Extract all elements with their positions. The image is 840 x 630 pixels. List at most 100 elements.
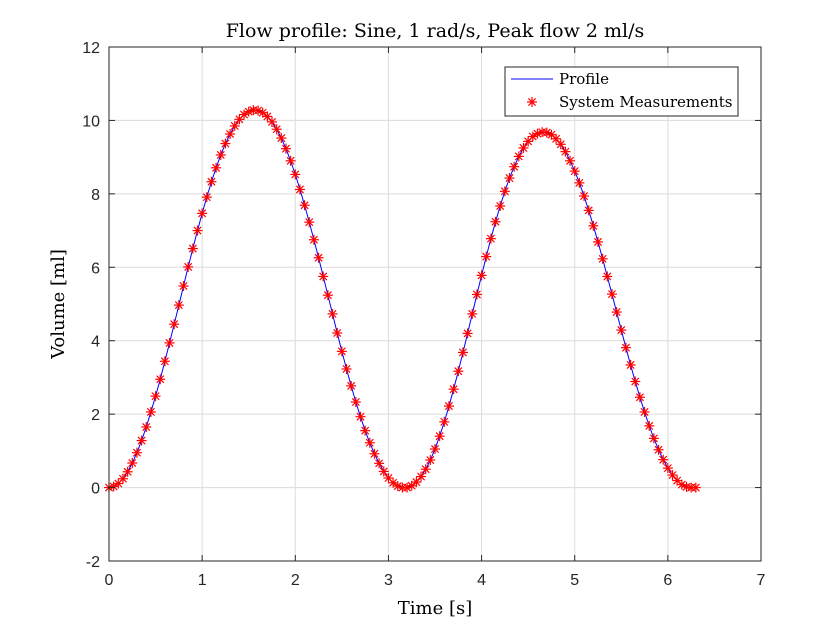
- measurement-point: [383, 473, 394, 484]
- measurement-point: [690, 482, 701, 493]
- measurement-point: [211, 162, 222, 173]
- measurement-point: [294, 184, 305, 195]
- measurement-point: [406, 480, 417, 491]
- measurement-point: [620, 342, 631, 353]
- measurement-point: [346, 380, 357, 391]
- measurement-point: [625, 359, 636, 370]
- measurement-point: [453, 366, 464, 377]
- measurement-point: [606, 289, 617, 300]
- x-tick-label: 0: [105, 572, 114, 589]
- measurement-point: [155, 374, 166, 385]
- measurement-point: [332, 328, 343, 338]
- measurement-point: [648, 433, 659, 444]
- y-axis-label: Volume [ml]: [48, 249, 69, 360]
- measurement-point: [192, 225, 203, 236]
- measurement-point: [313, 252, 324, 263]
- measurement-point: [276, 133, 287, 144]
- x-tick-label: 3: [384, 572, 393, 589]
- measurement-point: [280, 143, 291, 154]
- measurement-point: [416, 471, 427, 482]
- measurement-point: [271, 124, 282, 135]
- measurement-point: [490, 216, 501, 227]
- x-tick-label: 1: [198, 572, 207, 589]
- measurement-point: [574, 177, 585, 188]
- measurement-point: [439, 416, 450, 427]
- measurement-point: [658, 454, 669, 465]
- measurement-point: [430, 444, 440, 455]
- measurement-point: [173, 300, 184, 311]
- measurement-point: [355, 411, 366, 422]
- measurement-point: [159, 356, 170, 367]
- measurement-point: [327, 308, 338, 319]
- measurement-point: [197, 208, 208, 219]
- measurement-point: [299, 200, 310, 211]
- measurement-point: [285, 155, 296, 166]
- measurement-point: [569, 166, 580, 177]
- measurement-point: [644, 420, 655, 431]
- measurement-point: [117, 473, 128, 484]
- measurement-point: [369, 448, 380, 459]
- measurement-point: [551, 133, 562, 144]
- y-tick-label: 0: [91, 481, 100, 498]
- measurement-point: [420, 464, 431, 475]
- x-axis-label: Time [s]: [398, 598, 473, 619]
- x-tick-label: 6: [663, 572, 672, 589]
- measurement-point: [169, 319, 180, 330]
- measurement-point: [220, 138, 231, 149]
- measurement-point: [336, 346, 347, 357]
- axes-box: [108, 46, 762, 562]
- measurement-point: [201, 192, 212, 203]
- measurement-point: [225, 129, 236, 140]
- measurement-point: [215, 149, 226, 160]
- measurement-point: [448, 384, 459, 395]
- measurement-point: [425, 455, 436, 466]
- y-tick-label: 10: [82, 113, 100, 130]
- legend: Profile System Measurements: [504, 66, 739, 117]
- measurement-point: [602, 271, 613, 282]
- measurement-point: [392, 481, 403, 492]
- measurement-point: [122, 466, 133, 477]
- measurement-point: [164, 337, 175, 348]
- measurement-point: [579, 191, 590, 202]
- measurement-point: [481, 251, 492, 262]
- measurement-point: [504, 173, 515, 184]
- measurement-point: [476, 270, 487, 281]
- measurement-point: [318, 271, 329, 282]
- measurement-point: [593, 236, 603, 247]
- measurement-point: [141, 421, 152, 432]
- measurement-point: [178, 281, 189, 292]
- y-tick-label: 6: [91, 260, 100, 277]
- measurement-point: [462, 328, 473, 339]
- measurement-point: [206, 176, 217, 187]
- measurement-point: [183, 261, 194, 272]
- measurement-point: [565, 155, 576, 166]
- measurement-point: [662, 463, 673, 474]
- measurement-point: [443, 401, 454, 412]
- measurement-point: [374, 458, 385, 469]
- legend-label-profile: Profile: [559, 70, 609, 88]
- measurement-point: [360, 425, 371, 436]
- legend-label-measurements: System Measurements: [559, 93, 732, 111]
- measurement-point: [308, 234, 319, 245]
- measurement-point: [150, 391, 161, 402]
- y-tick-label: 2: [91, 407, 100, 424]
- x-tick-label: 2: [291, 572, 300, 589]
- y-tick-label: 12: [82, 40, 100, 57]
- measurement-point: [583, 205, 594, 216]
- measurement-point: [187, 243, 198, 254]
- measurement-point: [471, 289, 482, 300]
- measurement-point: [113, 478, 124, 489]
- measurement-point: [513, 151, 524, 162]
- measurement-point: [350, 397, 361, 408]
- measurement-point: [290, 169, 301, 180]
- measurement-point: [555, 139, 566, 150]
- measurement-point: [229, 120, 240, 131]
- measurement-point: [457, 347, 468, 358]
- measurement-point: [131, 447, 142, 458]
- y-tick-label: 4: [91, 334, 100, 351]
- measurement-point: [378, 466, 389, 477]
- measurement-point: [653, 444, 664, 455]
- measurement-point: [364, 437, 375, 448]
